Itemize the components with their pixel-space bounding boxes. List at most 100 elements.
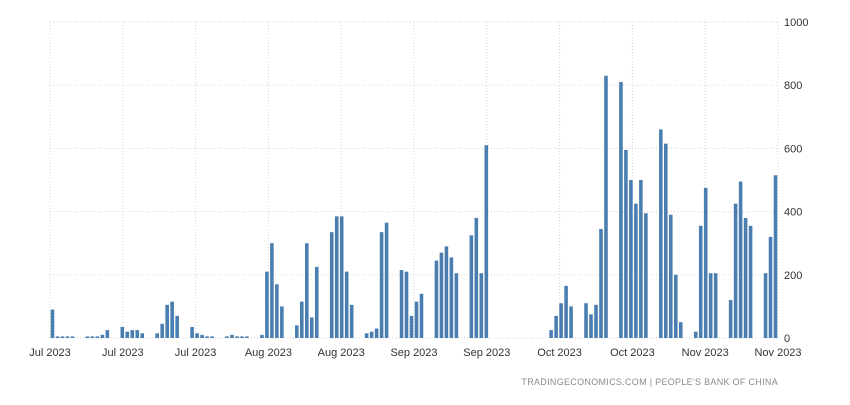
bar (554, 315, 558, 338)
bar (664, 143, 668, 338)
bar (349, 304, 354, 338)
source-credit: TRADINGECONOMICS.COM | PEOPLE'S BANK OF … (521, 377, 778, 387)
bar (454, 273, 459, 338)
bar (240, 336, 244, 338)
y-tick-label: 400 (784, 207, 802, 219)
bar (773, 175, 778, 338)
bar (245, 336, 249, 338)
bar (339, 216, 344, 338)
bar (768, 236, 773, 338)
bar (439, 252, 444, 338)
bar (409, 315, 414, 338)
bar (594, 304, 598, 338)
x-tick-label: Jul 2023 (175, 347, 217, 359)
bar (190, 326, 194, 338)
bar (95, 336, 100, 338)
bar (414, 301, 419, 338)
bar (444, 246, 449, 338)
bar (170, 301, 174, 338)
bar (449, 257, 454, 338)
x-axis-ticks: Jul 2023 Jul 2023 Jul 2023 Aug 2023 Aug 2023… (29, 347, 801, 359)
bar (624, 149, 628, 338)
bar (559, 303, 563, 338)
bar (644, 213, 648, 338)
bar (738, 181, 743, 338)
bar (235, 336, 239, 338)
bar (195, 333, 199, 338)
bar (140, 333, 145, 338)
bar (85, 336, 90, 338)
bar (280, 306, 284, 338)
bar (669, 214, 673, 338)
bar (374, 328, 379, 338)
bar (708, 273, 713, 338)
y-axis-ticks: 0 200 400 600 800 1000 (784, 17, 808, 345)
bar (564, 285, 568, 338)
bar (364, 333, 369, 338)
bar (305, 243, 309, 338)
bar (619, 82, 623, 338)
bar (225, 336, 229, 338)
bar (275, 284, 279, 338)
bar (569, 306, 573, 338)
x-tick-label: Jul 2023 (29, 347, 71, 359)
bar (419, 293, 424, 338)
bar (230, 334, 234, 338)
bar (270, 243, 274, 338)
bar (639, 180, 643, 338)
bar (599, 228, 603, 338)
bar (404, 271, 409, 338)
bar (713, 273, 718, 338)
bar (659, 129, 663, 338)
bar (120, 326, 125, 338)
y-tick-label: 600 (784, 143, 802, 155)
bar (678, 322, 683, 338)
x-tick-label: Nov 2023 (754, 347, 801, 359)
bar (344, 271, 349, 338)
bar (160, 323, 164, 338)
bar (604, 75, 608, 338)
x-tick-label: Oct 2023 (610, 347, 655, 359)
bar (314, 266, 319, 338)
bar (484, 145, 489, 338)
bar (334, 216, 339, 338)
bar (329, 232, 334, 338)
bar (703, 187, 708, 338)
bars (50, 75, 778, 338)
bar (125, 331, 130, 338)
bar (379, 232, 384, 338)
bar (105, 330, 110, 338)
bar (175, 315, 179, 338)
bar (50, 309, 55, 338)
bar (90, 336, 95, 338)
bar (260, 334, 264, 338)
bar (200, 334, 204, 338)
x-tick-label: Jul 2023 (102, 347, 144, 359)
bar (65, 336, 70, 338)
bar (698, 225, 703, 338)
bar (300, 301, 304, 338)
bar (165, 304, 169, 338)
bar (728, 300, 733, 338)
x-tick-label: Oct 2023 (537, 347, 582, 359)
bar (748, 225, 753, 338)
bar (399, 270, 404, 338)
y-tick-label: 0 (784, 333, 790, 345)
bar (295, 325, 299, 338)
bar (55, 336, 60, 338)
bar (265, 271, 269, 338)
bar (673, 274, 678, 338)
bar (130, 330, 135, 338)
bar (309, 317, 314, 338)
bar (434, 260, 439, 338)
bar (763, 273, 768, 338)
bar (60, 336, 65, 338)
bar (549, 330, 553, 338)
bar (384, 222, 389, 338)
y-tick-label: 200 (784, 270, 802, 282)
y-tick-label: 1000 (784, 17, 808, 29)
bar (155, 333, 159, 338)
bar (584, 303, 588, 338)
bar (589, 314, 593, 338)
